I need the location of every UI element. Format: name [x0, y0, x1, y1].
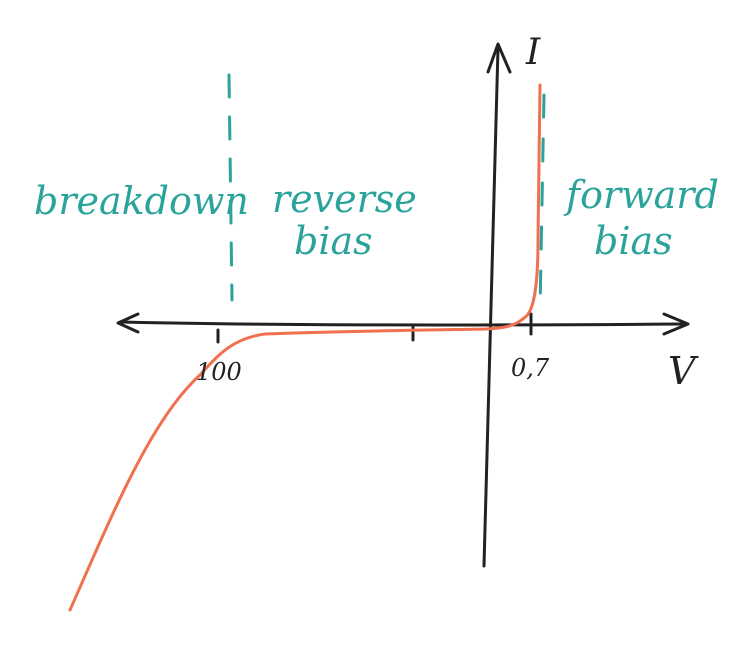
y-axis-label: I	[525, 32, 541, 73]
arrow-up-icon	[486, 42, 512, 74]
forward-divider-line	[538, 93, 546, 312]
reverse-bias-label-line2: bias	[294, 219, 373, 263]
breakdown-divider-line	[227, 73, 234, 302]
arrow-left-icon	[116, 312, 140, 334]
tick-label-100: 100	[196, 358, 242, 386]
tick-label-0-7: 0,7	[511, 354, 550, 382]
forward-bias-label-line1: forward	[563, 173, 719, 217]
forward-bias-label-line2: bias	[594, 219, 673, 263]
reverse-bias-label-line1: reverse	[272, 177, 417, 221]
arrow-right-icon	[662, 312, 690, 336]
breakdown-label: breakdown	[34, 179, 249, 223]
iv-curve	[68, 83, 542, 612]
y-axis-line	[482, 46, 500, 568]
x-axis-line	[120, 320, 688, 327]
x-axis-label: V	[668, 349, 699, 393]
